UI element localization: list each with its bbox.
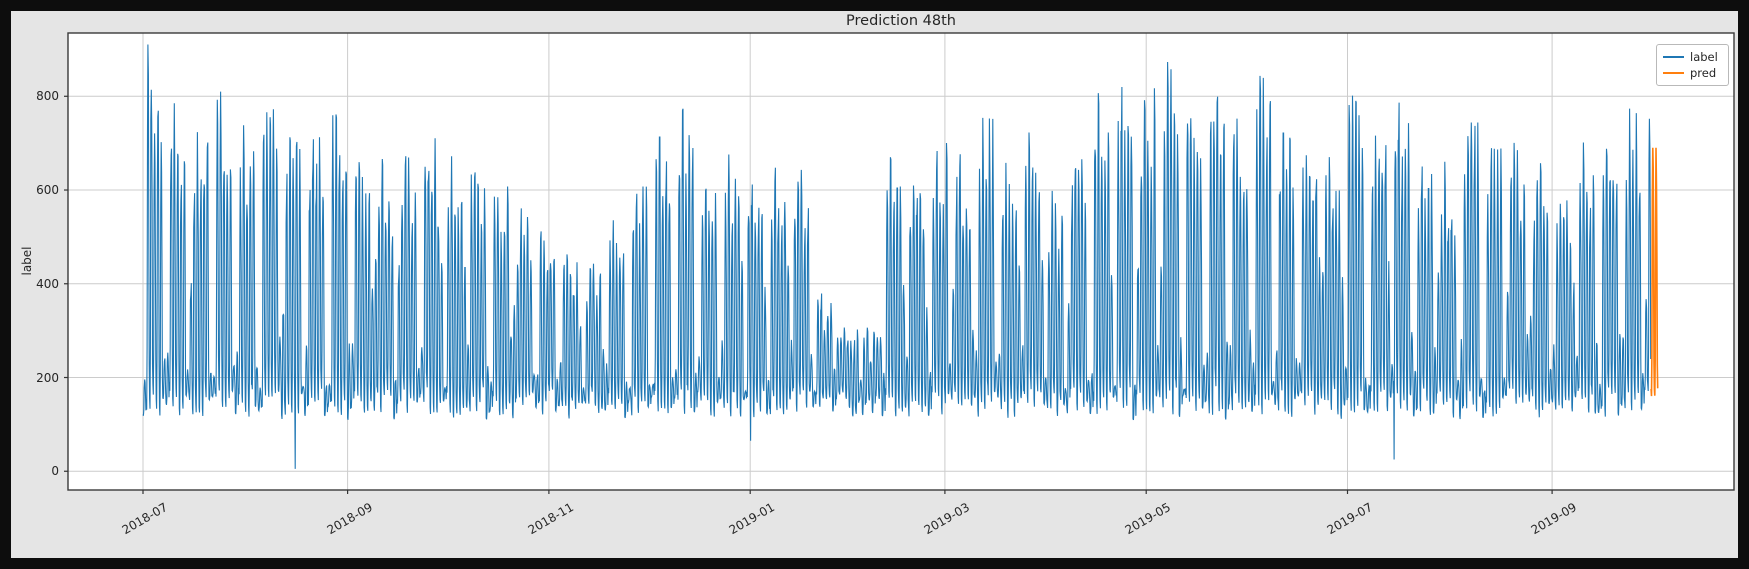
y-tick-label: 200 xyxy=(36,370,59,385)
y-tick-label: 800 xyxy=(36,89,59,104)
legend-line-sample-pred xyxy=(1663,72,1684,74)
legend-item-pred: pred xyxy=(1663,65,1721,81)
legend-line-sample-label xyxy=(1663,56,1684,58)
chart-title: Prediction 48th xyxy=(846,13,956,29)
series-label-line xyxy=(142,44,1652,469)
y-tick-label: 600 xyxy=(36,183,59,198)
series-pred-line xyxy=(1650,147,1659,397)
tick-marks xyxy=(64,95,1553,494)
legend-text-pred: pred xyxy=(1690,66,1717,80)
axes-spines xyxy=(67,32,1735,491)
legend-text-label: label xyxy=(1690,50,1718,64)
legend-item-label: label xyxy=(1663,49,1721,65)
y-axis-label: label xyxy=(20,246,34,276)
legend: label pred xyxy=(1656,44,1729,86)
y-tick-label: 400 xyxy=(36,276,59,291)
y-tick-label: 0 xyxy=(51,464,59,479)
